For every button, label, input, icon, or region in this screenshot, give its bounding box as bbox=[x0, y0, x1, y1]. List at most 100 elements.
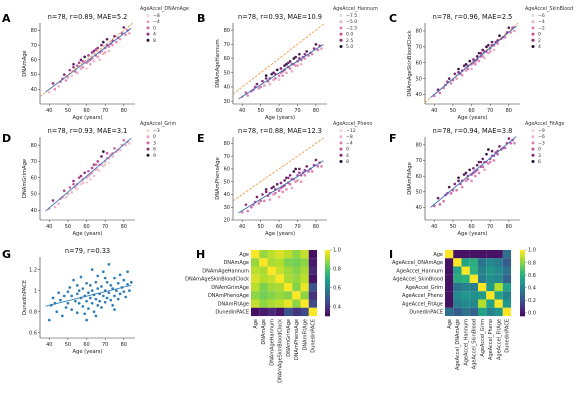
legend-label: 2.5 bbox=[346, 38, 353, 44]
heatmap-row-label: Age bbox=[239, 252, 249, 258]
heatmap-cell bbox=[469, 299, 479, 308]
data-point bbox=[53, 205, 57, 209]
x-axis-label: Age (years) bbox=[265, 231, 295, 237]
data-point bbox=[503, 146, 507, 150]
data-point bbox=[94, 314, 98, 318]
legend-label: 0 bbox=[153, 25, 156, 31]
data-point bbox=[64, 195, 68, 199]
heatmap-cell bbox=[502, 291, 512, 300]
heatmap-cell bbox=[461, 299, 470, 308]
data-point bbox=[118, 37, 122, 41]
data-point bbox=[483, 56, 487, 60]
heatmap-cell bbox=[284, 299, 293, 308]
heatmap-cell bbox=[259, 250, 268, 259]
heatmap-cell bbox=[284, 291, 293, 300]
heatmap-col-label: DunedinPACE bbox=[505, 319, 511, 353]
colorbar-segment bbox=[520, 264, 525, 267]
legend-swatch bbox=[531, 32, 535, 36]
colorbar-segment bbox=[325, 301, 330, 304]
data-point bbox=[85, 318, 88, 322]
heatmap-row-label: DunedinPACE bbox=[409, 310, 443, 316]
y-tick-label: 50 bbox=[31, 72, 37, 78]
data-point bbox=[481, 165, 485, 169]
colorbar-segment bbox=[520, 299, 525, 302]
legend-label: −8 bbox=[153, 13, 160, 19]
data-point bbox=[83, 312, 87, 316]
data-point bbox=[249, 205, 253, 209]
data-point bbox=[320, 164, 323, 168]
data-point bbox=[92, 49, 96, 53]
legend-title: AgeAccel_DNAmAge bbox=[140, 6, 189, 12]
data-point bbox=[118, 292, 122, 296]
heatmap-col-label: Age bbox=[447, 319, 453, 329]
heatmap-cell bbox=[445, 283, 454, 292]
heatmap-cell bbox=[259, 291, 268, 300]
colorbar-tick-label: 0.6 bbox=[333, 285, 341, 291]
panel-title: n=78, r=0.94, MAE=3.8 bbox=[433, 127, 513, 135]
data-point bbox=[114, 40, 118, 44]
heatmap-cell bbox=[267, 307, 276, 317]
heatmap-cell bbox=[486, 274, 495, 284]
heatmap-cell bbox=[292, 307, 301, 317]
data-point bbox=[68, 68, 72, 72]
heatmap-col-label: DNAmAge bbox=[261, 319, 267, 345]
data-point bbox=[66, 290, 70, 294]
data-point bbox=[455, 77, 459, 81]
colorbar-segment bbox=[325, 254, 330, 257]
data-point bbox=[436, 196, 440, 200]
data-point bbox=[107, 161, 111, 165]
data-point bbox=[66, 301, 70, 305]
data-point bbox=[460, 185, 464, 189]
heatmap-cell bbox=[486, 299, 495, 308]
legend-swatch bbox=[339, 129, 343, 132]
heatmap-cell bbox=[308, 250, 318, 259]
data-point bbox=[466, 177, 470, 181]
colorbar-segment bbox=[520, 312, 525, 315]
panel-letter: I bbox=[389, 248, 393, 261]
heatmap-cell bbox=[275, 274, 285, 284]
data-point bbox=[486, 51, 490, 55]
colorbar-segment bbox=[325, 271, 330, 274]
data-point bbox=[72, 182, 75, 186]
y-tick-label: 70 bbox=[224, 42, 230, 48]
data-point bbox=[103, 276, 107, 280]
data-point bbox=[83, 55, 87, 59]
x-tick-label: 50 bbox=[257, 108, 263, 114]
data-point bbox=[285, 71, 288, 75]
heatmap-col-label: AgeAccel_Hannum bbox=[463, 319, 469, 366]
legend-swatch bbox=[146, 141, 150, 145]
heatmap-cell bbox=[453, 283, 462, 292]
data-point bbox=[268, 198, 272, 202]
data-point bbox=[492, 159, 496, 162]
data-point bbox=[116, 297, 120, 301]
data-point bbox=[498, 34, 501, 38]
y-axis-label: DNAmPhenoAge bbox=[215, 157, 221, 200]
y-tick-label: 50 bbox=[224, 179, 230, 185]
heatmap-cell bbox=[259, 266, 268, 275]
heatmap-cell bbox=[308, 307, 318, 317]
x-tick-label: 50 bbox=[450, 224, 456, 230]
heatmap-cell bbox=[292, 283, 301, 292]
data-point bbox=[310, 170, 314, 173]
x-tick-label: 60 bbox=[468, 224, 474, 230]
legend-label: 8 bbox=[346, 159, 349, 165]
data-point bbox=[264, 76, 268, 80]
data-point bbox=[464, 179, 468, 183]
heatmap-cell bbox=[308, 299, 318, 308]
x-tick-label: 60 bbox=[83, 108, 89, 114]
heatmap-col-label: AgeAccel_Grim bbox=[480, 319, 486, 357]
scatter-panel-g: 40 50 60 70 80 0.6 0.8 1 1.2 Age (years) DunedinPA… bbox=[22, 247, 135, 355]
data-point bbox=[310, 52, 314, 56]
data-point bbox=[81, 305, 85, 308]
legend-label: −6 bbox=[538, 134, 545, 140]
legend-label: −3 bbox=[153, 128, 160, 134]
colorbar-segment bbox=[520, 292, 525, 295]
data-point bbox=[475, 163, 479, 167]
y-tick-label: 50 bbox=[416, 190, 422, 196]
colorbar-segment bbox=[520, 302, 525, 305]
panel-title: n=78, r=0.96, MAE=2.5 bbox=[433, 13, 513, 21]
legend-label: 0 bbox=[346, 147, 349, 153]
data-point bbox=[105, 296, 109, 300]
